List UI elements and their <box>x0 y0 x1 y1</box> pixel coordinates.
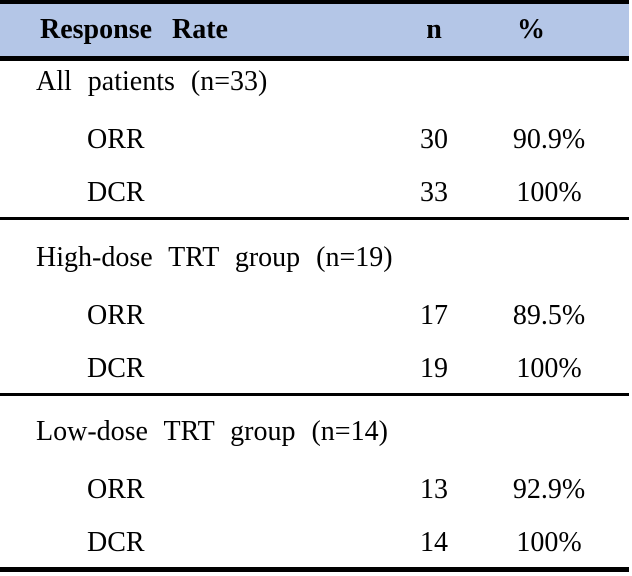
row-label: DCR <box>87 177 145 208</box>
row-n-value: 13 <box>420 474 448 505</box>
column-header-response-rate: Response Rate <box>40 14 228 45</box>
row-n-value: 19 <box>420 353 448 384</box>
row-percent-value: 100% <box>516 527 582 558</box>
table-row: DCR 19 100% <box>0 351 629 387</box>
column-header-percent: % <box>517 14 545 45</box>
section-low-dose-trt: Low-dose TRT group (n=14) ORR 13 92.9% D… <box>0 396 629 572</box>
row-label: DCR <box>87 527 145 558</box>
row-percent-value: 90.9% <box>512 124 586 155</box>
row-n-value: 30 <box>420 124 448 155</box>
row-n-value: 14 <box>420 527 448 558</box>
table-row: DCR 33 100% <box>0 175 629 211</box>
row-n-value: 33 <box>420 177 448 208</box>
table-row: ORR 13 92.9% <box>0 472 629 508</box>
section-title: Low-dose TRT group (n=14) <box>36 416 388 447</box>
section-title: All patients (n=33) <box>36 66 268 97</box>
section-high-dose-trt: High-dose TRT group (n=19) ORR 17 89.5% … <box>0 220 629 396</box>
row-percent-value: 100% <box>516 353 582 384</box>
column-header-n: n <box>426 14 442 45</box>
row-label: DCR <box>87 353 145 384</box>
row-label: ORR <box>87 474 145 505</box>
section-title: High-dose TRT group (n=19) <box>36 242 393 273</box>
row-n-value: 17 <box>420 300 448 331</box>
table-row: ORR 30 90.9% <box>0 122 629 158</box>
row-percent-value: 92.9% <box>512 474 586 505</box>
row-label: ORR <box>87 124 145 155</box>
row-label: ORR <box>87 300 145 331</box>
row-percent-value: 100% <box>516 177 582 208</box>
table-row: ORR 17 89.5% <box>0 298 629 334</box>
row-percent-value: 89.5% <box>512 300 586 331</box>
table-header-row: Response Rate n % <box>0 0 629 61</box>
section-all-patients: All patients (n=33) ORR 30 90.9% DCR 33 … <box>0 61 629 220</box>
table-row: DCR 14 100% <box>0 525 629 561</box>
